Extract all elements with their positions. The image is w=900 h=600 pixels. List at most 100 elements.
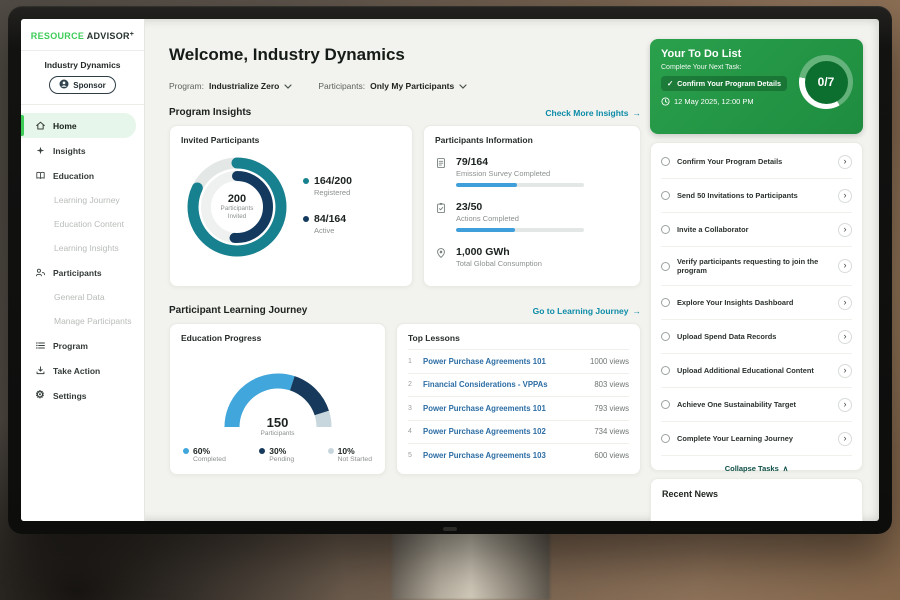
task-checkbox[interactable] [661, 366, 670, 376]
donut-center-value: 200 [227, 193, 247, 206]
go-to-learning-journey-link[interactable]: Go to Learning Journey → [533, 306, 641, 316]
legend-value: 10% [337, 446, 355, 456]
legend-value: 30% [269, 446, 287, 456]
lesson-link[interactable]: Financial Considerations - VPPAs [423, 380, 548, 390]
task-row[interactable]: Invite a Collaborator › [661, 213, 852, 247]
filters-row: Program: Industrialize Zero Participants… [169, 81, 467, 91]
lesson-link[interactable]: Power Purchase Agreements 102 [423, 427, 546, 437]
chevron-right-icon[interactable]: › [838, 295, 852, 310]
chevron-right-icon[interactable]: › [838, 397, 852, 412]
lesson-rank: 4 [408, 428, 412, 436]
lesson-link[interactable]: Power Purchase Agreements 101 [423, 403, 546, 413]
lesson-views: 1000 views [589, 356, 629, 366]
next-task-pill[interactable]: ✓ Confirm Your Program Details [661, 76, 788, 91]
recent-news-card: Recent News [650, 478, 863, 521]
sidebar-item-education[interactable]: Education [21, 163, 136, 188]
task-row[interactable]: Send 50 Invitations to Participants › [661, 179, 852, 213]
sidebar-item-label: Home [53, 120, 77, 131]
sidebar-item-education-content[interactable]: Education Content [21, 212, 144, 236]
chevron-right-icon[interactable]: › [838, 363, 852, 378]
sidebar-item-learning-journey[interactable]: Learning Journey [21, 188, 144, 212]
chevron-right-icon[interactable]: › [838, 222, 852, 237]
task-row[interactable]: Upload Spend Data Records › [661, 320, 852, 355]
lesson-link[interactable]: Power Purchase Agreements 103 [423, 451, 546, 461]
check-icon: ✓ [667, 79, 674, 88]
todo-subtitle: Complete Your Next Task: [661, 64, 742, 71]
not-started-dot [327, 448, 334, 454]
task-counter: 0/7 [817, 75, 835, 89]
task-row[interactable]: Complete Your Learning Journey › [661, 422, 852, 457]
chevron-right-icon[interactable]: › [838, 188, 852, 203]
task-checkbox[interactable] [661, 400, 670, 410]
program-filter-label: Program: [169, 81, 204, 91]
task-row[interactable]: Verify participants requesting to join t… [661, 247, 852, 287]
participants-filter-dropdown[interactable]: Participants: Only My Participants [318, 81, 467, 91]
education-icon [34, 170, 46, 181]
sidebar-item-participants[interactable]: Participants [21, 260, 136, 285]
task-row[interactable]: Confirm Your Program Details › [661, 145, 852, 179]
task-row[interactable]: Upload Additional Educational Content › [661, 354, 852, 389]
learning-journey-header: Participant Learning Journey Go to Learn… [169, 305, 641, 316]
arrow-right-icon: → [632, 305, 642, 316]
legend-value: 164/200 [314, 175, 352, 187]
program-insights-header: Program Insights Check More Insights → [169, 107, 641, 118]
task-row[interactable]: Explore Your Insights Dashboard › [661, 286, 852, 321]
lesson-row: 2 Financial Considerations - VPPAs 803 v… [408, 374, 629, 397]
sidebar-item-insights[interactable]: Insights [21, 138, 136, 163]
sidebar-item-program[interactable]: Program [21, 333, 136, 358]
participants-filter-value: Only My Participants [370, 81, 455, 91]
task-checkbox[interactable] [661, 191, 670, 200]
registered-dot [303, 178, 309, 184]
legend-item-active: 84/164 Active [303, 213, 352, 235]
pending-dot [259, 448, 266, 454]
stat-global-consumption: 1,000 GWh Total Global Consumption [435, 246, 629, 268]
sidebar-item-general-data[interactable]: General Data [21, 285, 144, 309]
chevron-right-icon[interactable]: › [838, 259, 852, 274]
journey-cards-row: Education Progress 150 Participants [169, 323, 641, 475]
lesson-views: 793 views [594, 403, 629, 413]
task-row[interactable]: Achieve One Sustainability Target › [661, 388, 852, 423]
collapse-tasks-link[interactable]: Collapse Tasks ∧ [661, 456, 852, 477]
link-label: Check More Insights [545, 107, 629, 118]
task-checkbox[interactable] [661, 261, 670, 271]
card-title: Education Progress [181, 333, 262, 343]
sidebar-item-label: Learning Journey [54, 195, 120, 205]
card-title: Top Lessons [408, 333, 460, 343]
legend-label: Completed [193, 456, 226, 463]
sponsor-icon [59, 79, 69, 91]
sidebar-item-label: Learning Insights [54, 243, 119, 253]
task-label: Explore Your Insights Dashboard [677, 297, 794, 307]
task-checkbox[interactable] [661, 332, 670, 342]
top-lessons-card: Top Lessons 1 Power Purchase Agreements … [396, 323, 641, 475]
participants-information-card: Participants Information 79/164 Emission… [423, 125, 641, 287]
sidebar-item-settings[interactable]: ⚙ Settings [21, 383, 136, 408]
lesson-rank: 5 [408, 452, 412, 460]
org-name: Industry Dynamics [44, 60, 121, 70]
task-checkbox[interactable] [661, 157, 670, 166]
task-checkbox[interactable] [661, 225, 670, 234]
task-checkbox[interactable] [661, 298, 670, 308]
insights-cards-row: Invited Participants 200 Partic [169, 125, 641, 287]
actions-completed-icon [435, 202, 448, 232]
stat-value: 79/164 [456, 156, 489, 168]
legend-value: 60% [193, 446, 211, 456]
lesson-link[interactable]: Power Purchase Agreements 101 [423, 356, 546, 366]
chevron-right-icon[interactable]: › [838, 329, 852, 344]
sponsor-badge[interactable]: Sponsor [49, 76, 116, 94]
sidebar-item-manage-participants[interactable]: Manage Participants [21, 309, 144, 333]
recent-news-heading: Recent News [662, 489, 719, 499]
chevron-right-icon[interactable]: › [838, 431, 852, 446]
task-checkbox[interactable] [661, 434, 670, 444]
lesson-rank: 2 [408, 381, 412, 389]
gauge-center-value: 150 [266, 415, 289, 430]
check-more-insights-link[interactable]: Check More Insights → [545, 108, 641, 118]
sidebar-item-learning-insights[interactable]: Learning Insights [21, 236, 144, 260]
participants-filter-label: Participants: [318, 81, 366, 91]
collapse-label: Collapse Tasks [724, 464, 779, 474]
task-label: Confirm Your Program Details [677, 156, 783, 166]
program-filter-dropdown[interactable]: Program: Industrialize Zero [169, 81, 292, 91]
active-dot [303, 216, 309, 222]
sidebar-item-take-action[interactable]: Take Action [21, 358, 136, 383]
sidebar-item-home[interactable]: Home [21, 113, 136, 138]
chevron-right-icon[interactable]: › [838, 154, 852, 169]
